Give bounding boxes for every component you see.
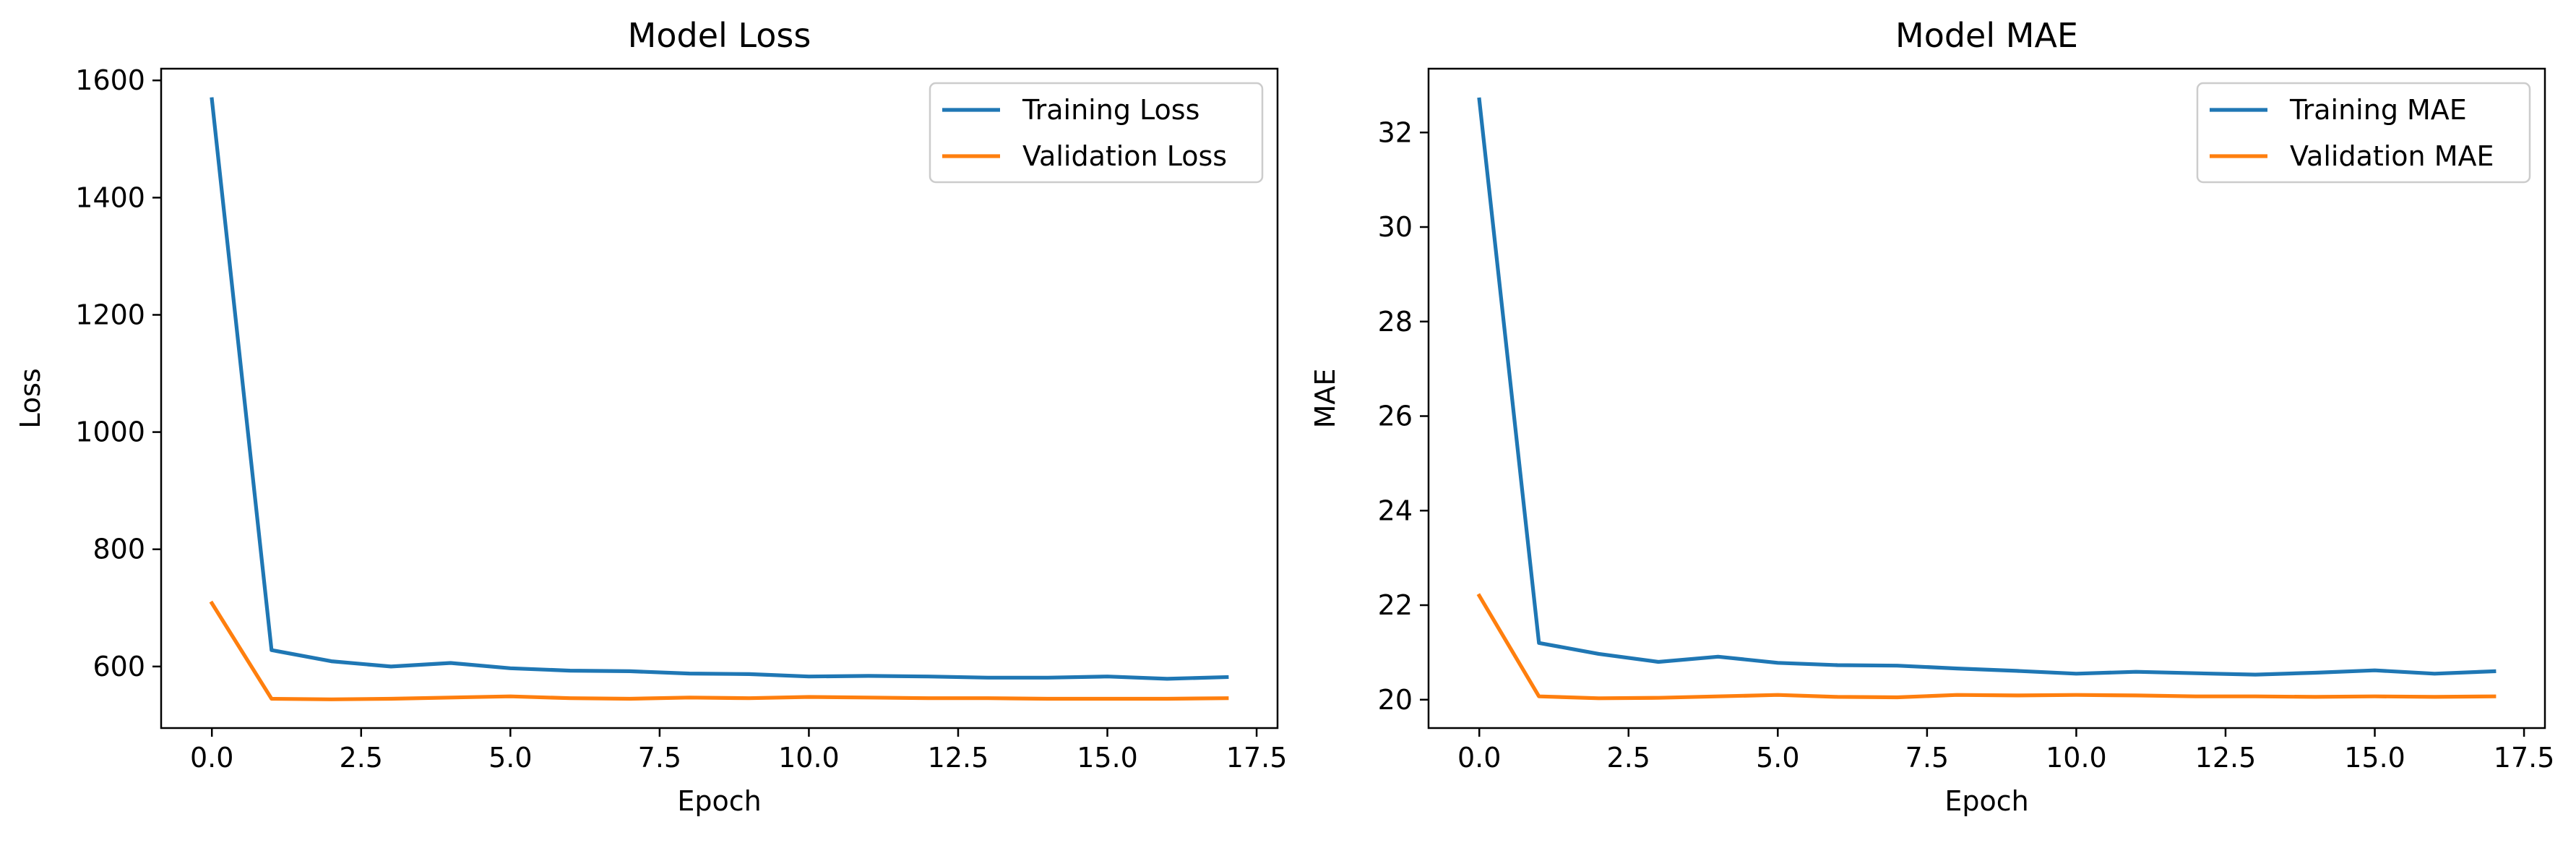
axes-frame [1427,67,2546,729]
x-tick-label: 10.0 [2046,742,2107,774]
x-tick-label: 15.0 [2344,742,2405,774]
legend-label: Validation Loss [1022,140,1227,172]
x-tick-label: 17.5 [1226,742,1288,774]
axes-frame [160,67,1279,729]
legend-box [929,82,1264,184]
x-tick-label: 5.0 [1756,742,1799,774]
x-tick-label: 0.0 [1457,742,1501,774]
y-tick-label: 1000 [75,416,145,448]
series-line-1 [1477,97,2497,677]
legend-label: Training MAE [2289,94,2467,126]
legend: Training MAE Validation MAE [2196,82,2531,184]
y-tick-label: 1400 [75,181,145,213]
y-tick-label: 800 [92,534,145,565]
chart-title: Model Loss [628,16,811,55]
y-tick-label: 1600 [75,64,145,96]
legend: Training Loss Validation Loss [929,82,1264,184]
y-tick-label: 28 [1378,306,1413,338]
x-tick-label: 17.5 [2494,742,2555,774]
y-tick-label: 1200 [75,299,145,330]
x-tick-label: 5.0 [488,742,532,774]
x-tick-label: 2.5 [340,742,383,774]
chart-panel-1: Model Loss 0.0 2.5 5.0 7.5 10.0 12.5 15.0 17.5 60… [14,16,1287,817]
x-tick-label: 0.0 [190,742,233,774]
x-tick-label: 7.5 [1905,742,1949,774]
chart-title: Model MAE [1895,16,2078,55]
x-tick-label: 2.5 [1607,742,1650,774]
x-tick-label: 10.0 [778,742,840,774]
series-line-2 [209,600,1229,701]
legend-box [2196,82,2531,184]
legend-label: Validation MAE [2290,140,2494,172]
y-tick-label: 30 [1378,211,1413,243]
x-axis-label: Epoch [677,785,761,817]
series-line-1 [210,97,1229,681]
series-line-2 [1476,593,2497,701]
y-tick-label: 32 [1378,116,1413,148]
chart-panel-2: Model MAE 0.0 2.5 5.0 7.5 10.0 12.5 15.0 17.5 20 2… [1309,16,2554,817]
x-axis-label: Epoch [1944,785,2028,817]
y-tick-label: 26 [1378,401,1413,432]
x-tick-label: 15.0 [1077,742,1138,774]
y-axis-label: Loss [14,368,46,428]
y-axis-label: MAE [1309,369,1341,429]
x-tick-label: 12.5 [928,742,989,774]
legend-label: Training Loss [1022,94,1199,126]
y-tick-label: 600 [92,651,145,682]
x-tick-label: 7.5 [638,742,681,774]
x-tick-label: 12.5 [2195,742,2257,774]
y-tick-label: 22 [1378,589,1413,621]
y-tick-label: 20 [1378,684,1413,716]
y-tick-label: 24 [1378,495,1413,526]
